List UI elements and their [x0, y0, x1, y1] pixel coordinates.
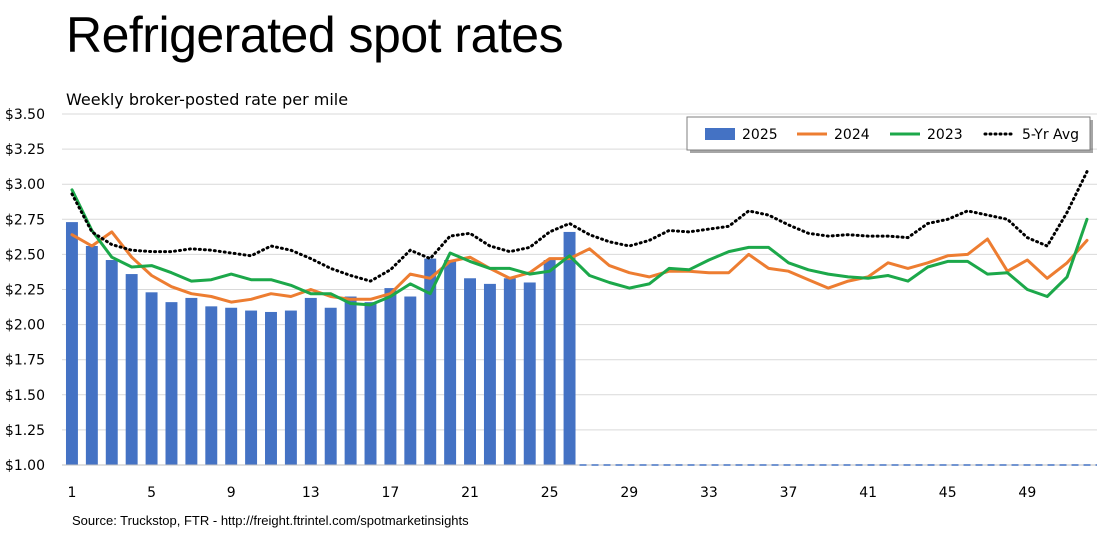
- legend-box: [686, 116, 1091, 151]
- legend-label: 2024: [834, 127, 870, 143]
- bar-2025-week-5: [145, 292, 158, 465]
- bar-2025-week-24: [523, 282, 536, 465]
- x-tick-label: 41: [859, 485, 877, 501]
- legend-swatch-2025: [705, 128, 735, 140]
- bar-2025-week-8: [205, 306, 218, 465]
- legend-label: 5-Yr Avg: [1022, 127, 1079, 143]
- y-tick-label: $2.50: [5, 247, 45, 263]
- bar-2025-week-15: [344, 296, 357, 465]
- bar-2025-week-17: [384, 288, 397, 465]
- x-tick-label: 33: [700, 485, 718, 501]
- y-tick-label: $3.50: [5, 107, 45, 123]
- bar-2025-week-6: [165, 302, 178, 465]
- chart-title: Refrigerated spot rates: [66, 7, 564, 63]
- bar-2025-week-20: [444, 260, 457, 465]
- x-tick-label: 29: [620, 485, 638, 501]
- y-tick-label: $2.75: [5, 212, 45, 228]
- y-tick-label: $3.25: [5, 142, 45, 158]
- bar-2025-week-14: [324, 307, 337, 465]
- y-tick-label: $1.75: [5, 353, 45, 369]
- x-tick-label: 37: [780, 485, 798, 501]
- legend: 2025 2024 2023 5-Yr Avg: [686, 116, 1093, 153]
- y-tick-label: $3.00: [5, 177, 45, 193]
- bar-2025-week-19: [424, 258, 437, 465]
- x-tick-label: 5: [147, 485, 156, 501]
- x-tick-label: 49: [1018, 485, 1036, 501]
- bar-2025-week-11: [265, 311, 277, 465]
- x-axis: 1 5 9 13 17 21 25 29 33 37 41 45 49: [67, 485, 1036, 501]
- bar-2025-week-23: [503, 278, 516, 465]
- x-tick-label: 21: [461, 485, 479, 501]
- bar-2025-week-25: [543, 260, 556, 465]
- bar-2025-week-18: [404, 296, 417, 465]
- y-axis: $1.00 $1.25 $1.50 $1.75 $2.00 $2.25 $2.50 $2.75…: [5, 107, 45, 474]
- x-tick-label: 9: [227, 485, 236, 501]
- y-tick-label: $2.00: [5, 318, 45, 334]
- bar-2025-week-21: [464, 278, 476, 465]
- bar-2025-week-9: [225, 307, 238, 465]
- bar-2025-week-4: [125, 274, 138, 465]
- x-tick-label: 25: [541, 485, 559, 501]
- bar-2025-week-3: [105, 260, 118, 465]
- line-5yr-avg: [70, 170, 1089, 283]
- y-tick-label: $2.25: [5, 283, 45, 299]
- y-tick-label: $1.00: [5, 458, 45, 474]
- x-tick-label: 13: [302, 485, 320, 501]
- bar-2025-week-2: [85, 245, 98, 465]
- line-series: [70, 170, 1097, 466]
- bar-2025-week-1: [65, 222, 78, 465]
- legend-label: 2023: [927, 127, 963, 143]
- x-tick-label: 45: [939, 485, 957, 501]
- bars-2025: [65, 222, 576, 465]
- chart-subtitle: Weekly broker-posted rate per mile: [66, 90, 349, 109]
- source-note: Source: Truckstop, FTR - http://freight.…: [72, 513, 469, 528]
- bar-2025-week-22: [483, 283, 496, 465]
- x-tick-label: 17: [381, 485, 399, 501]
- bar-2025-week-16: [364, 302, 377, 465]
- y-tick-label: $1.50: [5, 388, 45, 404]
- bar-2025-week-26: [563, 231, 576, 465]
- line-2023: [70, 188, 1089, 307]
- bar-2025-week-13: [304, 297, 317, 465]
- bar-2025-week-10: [245, 310, 258, 465]
- bar-2025-week-12: [284, 310, 297, 465]
- bar-2025-week-7: [185, 297, 198, 465]
- y-tick-label: $1.25: [5, 423, 45, 439]
- line-2024: [70, 230, 1089, 304]
- legend-label: 2025: [742, 127, 778, 143]
- x-tick-label: 1: [67, 485, 76, 501]
